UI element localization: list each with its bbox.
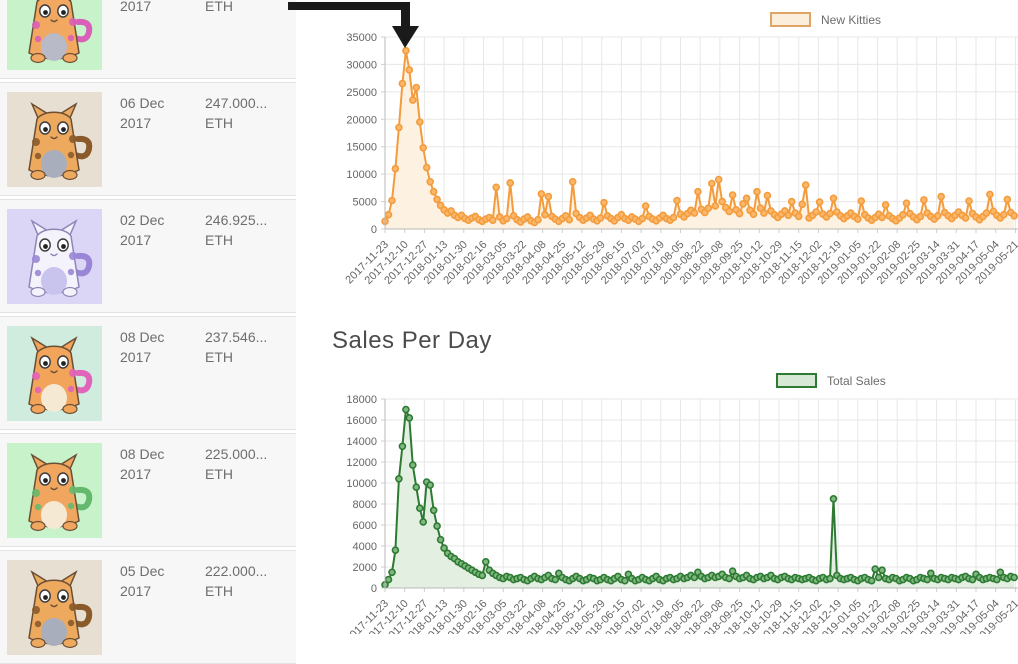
kitty-price-unit: ETH: [205, 232, 233, 248]
svg-text:12000: 12000: [346, 457, 377, 469]
svg-text:25000: 25000: [346, 87, 377, 99]
svg-text:14000: 14000: [346, 436, 377, 448]
svg-text:16000: 16000: [346, 415, 377, 427]
kitty-date-day: 08 Dec: [120, 446, 165, 462]
kitty-date-year: 2017: [120, 232, 152, 248]
kitty-price-value: 222.000...: [205, 563, 268, 579]
arrow-down-annotation: [288, 2, 419, 48]
total-sales-swatch: [776, 373, 817, 388]
kitty-date: 08 Dec 2017: [120, 327, 200, 367]
kitty-date-year: 2017: [120, 466, 152, 482]
svg-text:5000: 5000: [353, 197, 377, 209]
kitty-list-item[interactable]: 02 Dec 2017 246.925... ETH: [0, 199, 296, 313]
kitty-price-unit: ETH: [205, 583, 233, 599]
svg-text:30000: 30000: [346, 59, 377, 71]
kitty-price: ETH: [205, 0, 295, 16]
kitty-price: 246.925... ETH: [205, 210, 295, 250]
svg-text:6000: 6000: [353, 520, 377, 532]
new-kitties-legend-label: New Kitties: [821, 12, 882, 27]
svg-text:0: 0: [371, 583, 377, 595]
kitty-price-unit: ETH: [205, 349, 233, 365]
svg-text:18000: 18000: [346, 394, 377, 406]
kitty-list-item[interactable]: 2017 ETH: [0, 0, 296, 79]
svg-text:20000: 20000: [346, 114, 377, 126]
kitty-price-value: 237.546...: [205, 329, 268, 345]
new-kitties-swatch: [770, 12, 811, 27]
kitty-date-year: 2017: [120, 0, 152, 14]
kitty-date-day: 06 Dec: [120, 95, 165, 111]
kitty-price: 247.000... ETH: [205, 93, 295, 133]
kitty-price: 225.000... ETH: [205, 444, 295, 484]
total-sales-chart[interactable]: 2017-11-232017-12-102017-12-272018-01-13…: [296, 360, 1018, 634]
svg-text:10000: 10000: [346, 169, 377, 181]
kitty-date: 02 Dec 2017: [120, 210, 200, 250]
kitty-image: [7, 560, 102, 655]
kitty-date: 08 Dec 2017: [120, 444, 200, 484]
legend-total-sales[interactable]: Total Sales: [776, 373, 886, 388]
new-kitties-chart[interactable]: 2017-11-232017-12-102017-12-272018-01-13…: [296, 0, 1018, 322]
kitty-date-year: 2017: [120, 349, 152, 365]
svg-text:0: 0: [371, 224, 377, 236]
kitty-list-item[interactable]: 05 Dec 2017 222.000... ETH: [0, 550, 296, 664]
sales-per-day-title: Sales Per Day: [332, 327, 492, 354]
kitty-list-item[interactable]: 08 Dec 2017 225.000... ETH: [0, 433, 296, 547]
kitty-price: 237.546... ETH: [205, 327, 295, 367]
kitty-date-day: 08 Dec: [120, 329, 165, 345]
kitty-price-value: 247.000...: [205, 95, 268, 111]
kitty-list-item[interactable]: 08 Dec 2017 237.546... ETH: [0, 316, 296, 430]
kitty-price-value: 246.925...: [205, 212, 268, 228]
kitty-date: 2017: [120, 0, 200, 16]
legend-new-kitties[interactable]: New Kitties: [770, 12, 881, 27]
kitty-price-unit: ETH: [205, 115, 233, 131]
kitty-image: [7, 209, 102, 304]
kitty-image: [7, 443, 102, 538]
kitty-price: 222.000... ETH: [205, 561, 295, 601]
kitty-image: [7, 326, 102, 421]
kitty-date-year: 2017: [120, 583, 152, 599]
kitty-sales-list: 2017 ETH 06 Dec 2017 247.000... ETH 02 D…: [0, 0, 296, 664]
kitty-price-unit: ETH: [205, 466, 233, 482]
svg-text:15000: 15000: [346, 142, 377, 154]
kitty-price-value: 225.000...: [205, 446, 268, 462]
svg-text:8000: 8000: [353, 499, 377, 511]
svg-text:4000: 4000: [353, 541, 377, 553]
total-sales-legend-label: Total Sales: [827, 373, 886, 388]
svg-text:10000: 10000: [346, 478, 377, 490]
kitty-image: [7, 0, 102, 70]
kitty-price-unit: ETH: [205, 0, 233, 14]
kitty-image: [7, 92, 102, 187]
svg-text:2000: 2000: [353, 562, 377, 574]
kitty-date-year: 2017: [120, 115, 152, 131]
kitty-date: 06 Dec 2017: [120, 93, 200, 133]
kitty-date: 05 Dec 2017: [120, 561, 200, 601]
svg-text:35000: 35000: [346, 32, 377, 44]
kitty-list-item[interactable]: 06 Dec 2017 247.000... ETH: [0, 82, 296, 196]
kitty-date-day: 02 Dec: [120, 212, 165, 228]
kitty-date-day: 05 Dec: [120, 563, 165, 579]
